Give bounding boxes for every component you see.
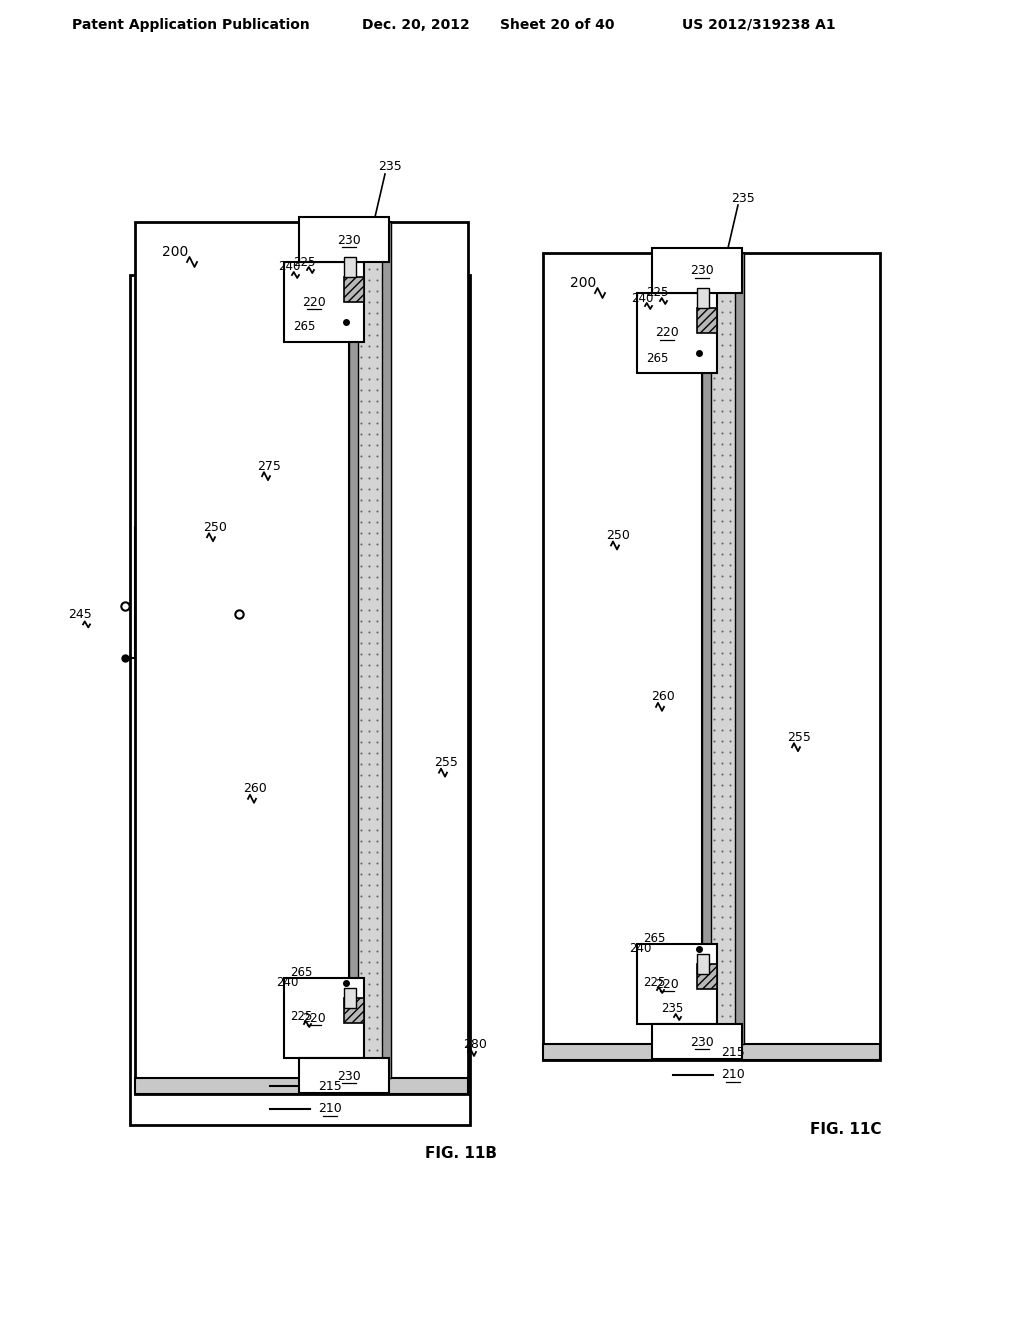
Text: 240: 240 xyxy=(278,260,300,273)
Bar xyxy=(735,253,744,1044)
Bar xyxy=(543,253,880,1060)
Bar xyxy=(697,288,709,308)
Bar xyxy=(344,257,356,277)
Text: 280: 280 xyxy=(463,1038,487,1051)
Text: 235: 235 xyxy=(378,161,401,173)
Text: 240: 240 xyxy=(631,292,653,305)
Text: 265: 265 xyxy=(646,351,669,364)
Text: Patent Application Publication: Patent Application Publication xyxy=(72,18,309,32)
Text: Dec. 20, 2012: Dec. 20, 2012 xyxy=(362,18,470,32)
Text: 235: 235 xyxy=(660,1002,683,1015)
Text: 220: 220 xyxy=(655,326,679,339)
Text: US 2012/319238 A1: US 2012/319238 A1 xyxy=(682,18,836,32)
Bar xyxy=(543,1044,880,1060)
Text: 245: 245 xyxy=(69,609,92,620)
Bar xyxy=(697,954,709,974)
Text: 265: 265 xyxy=(290,966,312,979)
Text: FIG. 11B: FIG. 11B xyxy=(425,1147,497,1162)
Bar xyxy=(344,998,364,1023)
Text: 230: 230 xyxy=(690,264,714,277)
Text: 210: 210 xyxy=(318,1102,342,1115)
Text: 275: 275 xyxy=(257,459,281,473)
Text: 225: 225 xyxy=(290,1010,312,1023)
Bar xyxy=(652,1024,742,1059)
Text: 200: 200 xyxy=(162,246,188,259)
Text: 265: 265 xyxy=(293,321,315,334)
Text: 200: 200 xyxy=(570,276,596,290)
Bar xyxy=(299,1059,389,1093)
Bar xyxy=(652,248,742,293)
Text: 230: 230 xyxy=(337,234,360,247)
Text: 265: 265 xyxy=(643,932,666,945)
Text: 215: 215 xyxy=(721,1045,744,1059)
Bar xyxy=(135,222,468,1094)
Text: 250: 250 xyxy=(203,520,227,533)
Bar xyxy=(130,275,470,1125)
Text: 215: 215 xyxy=(318,1080,342,1093)
Bar xyxy=(702,253,744,1044)
Bar xyxy=(299,216,389,261)
Bar xyxy=(702,253,711,1044)
Text: 225: 225 xyxy=(293,256,315,268)
Text: 225: 225 xyxy=(643,975,666,989)
Bar xyxy=(135,1078,468,1094)
Text: 240: 240 xyxy=(275,977,298,990)
Text: 250: 250 xyxy=(606,529,630,543)
Text: 255: 255 xyxy=(434,756,458,770)
Text: 235: 235 xyxy=(731,191,755,205)
Bar xyxy=(637,944,717,1024)
Bar xyxy=(382,222,391,1078)
Text: 220: 220 xyxy=(655,978,679,990)
Text: Sheet 20 of 40: Sheet 20 of 40 xyxy=(500,18,614,32)
Bar xyxy=(349,222,391,1078)
Text: 260: 260 xyxy=(651,690,675,704)
Text: 240: 240 xyxy=(629,942,651,956)
Bar xyxy=(284,978,364,1059)
Bar xyxy=(697,308,717,333)
Bar xyxy=(637,293,717,374)
Text: 230: 230 xyxy=(690,1035,714,1048)
Text: 220: 220 xyxy=(302,296,326,309)
Text: 210: 210 xyxy=(721,1068,744,1081)
Text: 260: 260 xyxy=(243,783,267,795)
Bar xyxy=(349,222,358,1078)
Bar xyxy=(697,964,717,989)
Bar xyxy=(344,987,356,1008)
Bar xyxy=(344,277,364,302)
Text: 225: 225 xyxy=(646,286,669,300)
Text: 255: 255 xyxy=(787,731,811,743)
Text: 230: 230 xyxy=(337,1069,360,1082)
Text: 220: 220 xyxy=(302,1011,326,1024)
Bar xyxy=(284,261,364,342)
Text: FIG. 11C: FIG. 11C xyxy=(810,1122,882,1138)
